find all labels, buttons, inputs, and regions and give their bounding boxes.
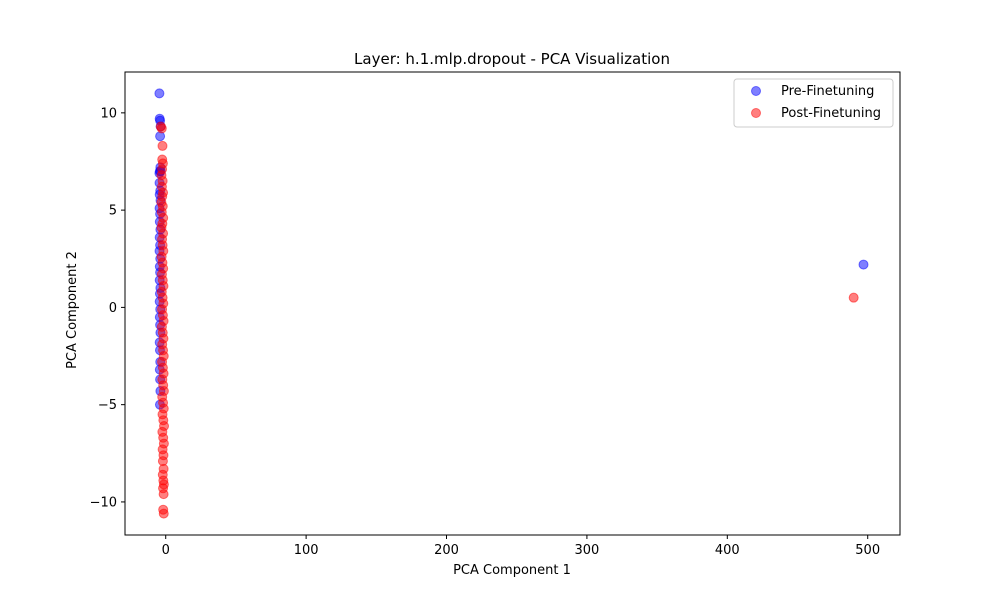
- y-tick-label: −10: [90, 495, 117, 510]
- axes-frame: [124, 71, 901, 536]
- y-tick-label: 5: [109, 204, 117, 219]
- legend: Pre-Finetuning Post-Finetuning: [733, 78, 894, 128]
- data-point: [858, 259, 869, 270]
- chart-title: Layer: h.1.mlp.dropout - PCA Visualizati…: [354, 50, 670, 68]
- x-tick-label: 500: [855, 543, 880, 558]
- legend-box: [733, 78, 894, 128]
- data-point: [156, 123, 167, 134]
- x-axis-label: PCA Component 1: [453, 563, 571, 578]
- y-tick-label: 10: [100, 106, 117, 121]
- series-1: [155, 121, 859, 519]
- y-tick-label: −5: [98, 398, 117, 413]
- plot-points: [154, 88, 869, 519]
- data-point: [157, 140, 168, 151]
- legend-marker-pre-finetuning: [751, 86, 761, 96]
- x-axis-ticks: 0 100 200 300 400 500: [162, 535, 880, 558]
- x-tick-label: 400: [715, 543, 740, 558]
- y-tick-label: 0: [109, 301, 117, 316]
- x-tick-label: 0: [162, 543, 170, 558]
- x-tick-label: 200: [434, 543, 459, 558]
- y-axis-ticks: −10 −5 0 5 10: [90, 106, 125, 510]
- data-point: [158, 508, 169, 519]
- legend-label-pre-finetuning: Pre-Finetuning: [781, 84, 874, 99]
- legend-marker-post-finetuning: [751, 108, 761, 118]
- data-point: [848, 292, 859, 303]
- legend-label-post-finetuning: Post-Finetuning: [781, 106, 881, 121]
- x-tick-label: 300: [574, 543, 599, 558]
- x-tick-label: 100: [294, 543, 319, 558]
- data-point: [154, 88, 165, 99]
- y-axis-label: PCA Component 2: [65, 251, 80, 369]
- data-point: [158, 489, 169, 500]
